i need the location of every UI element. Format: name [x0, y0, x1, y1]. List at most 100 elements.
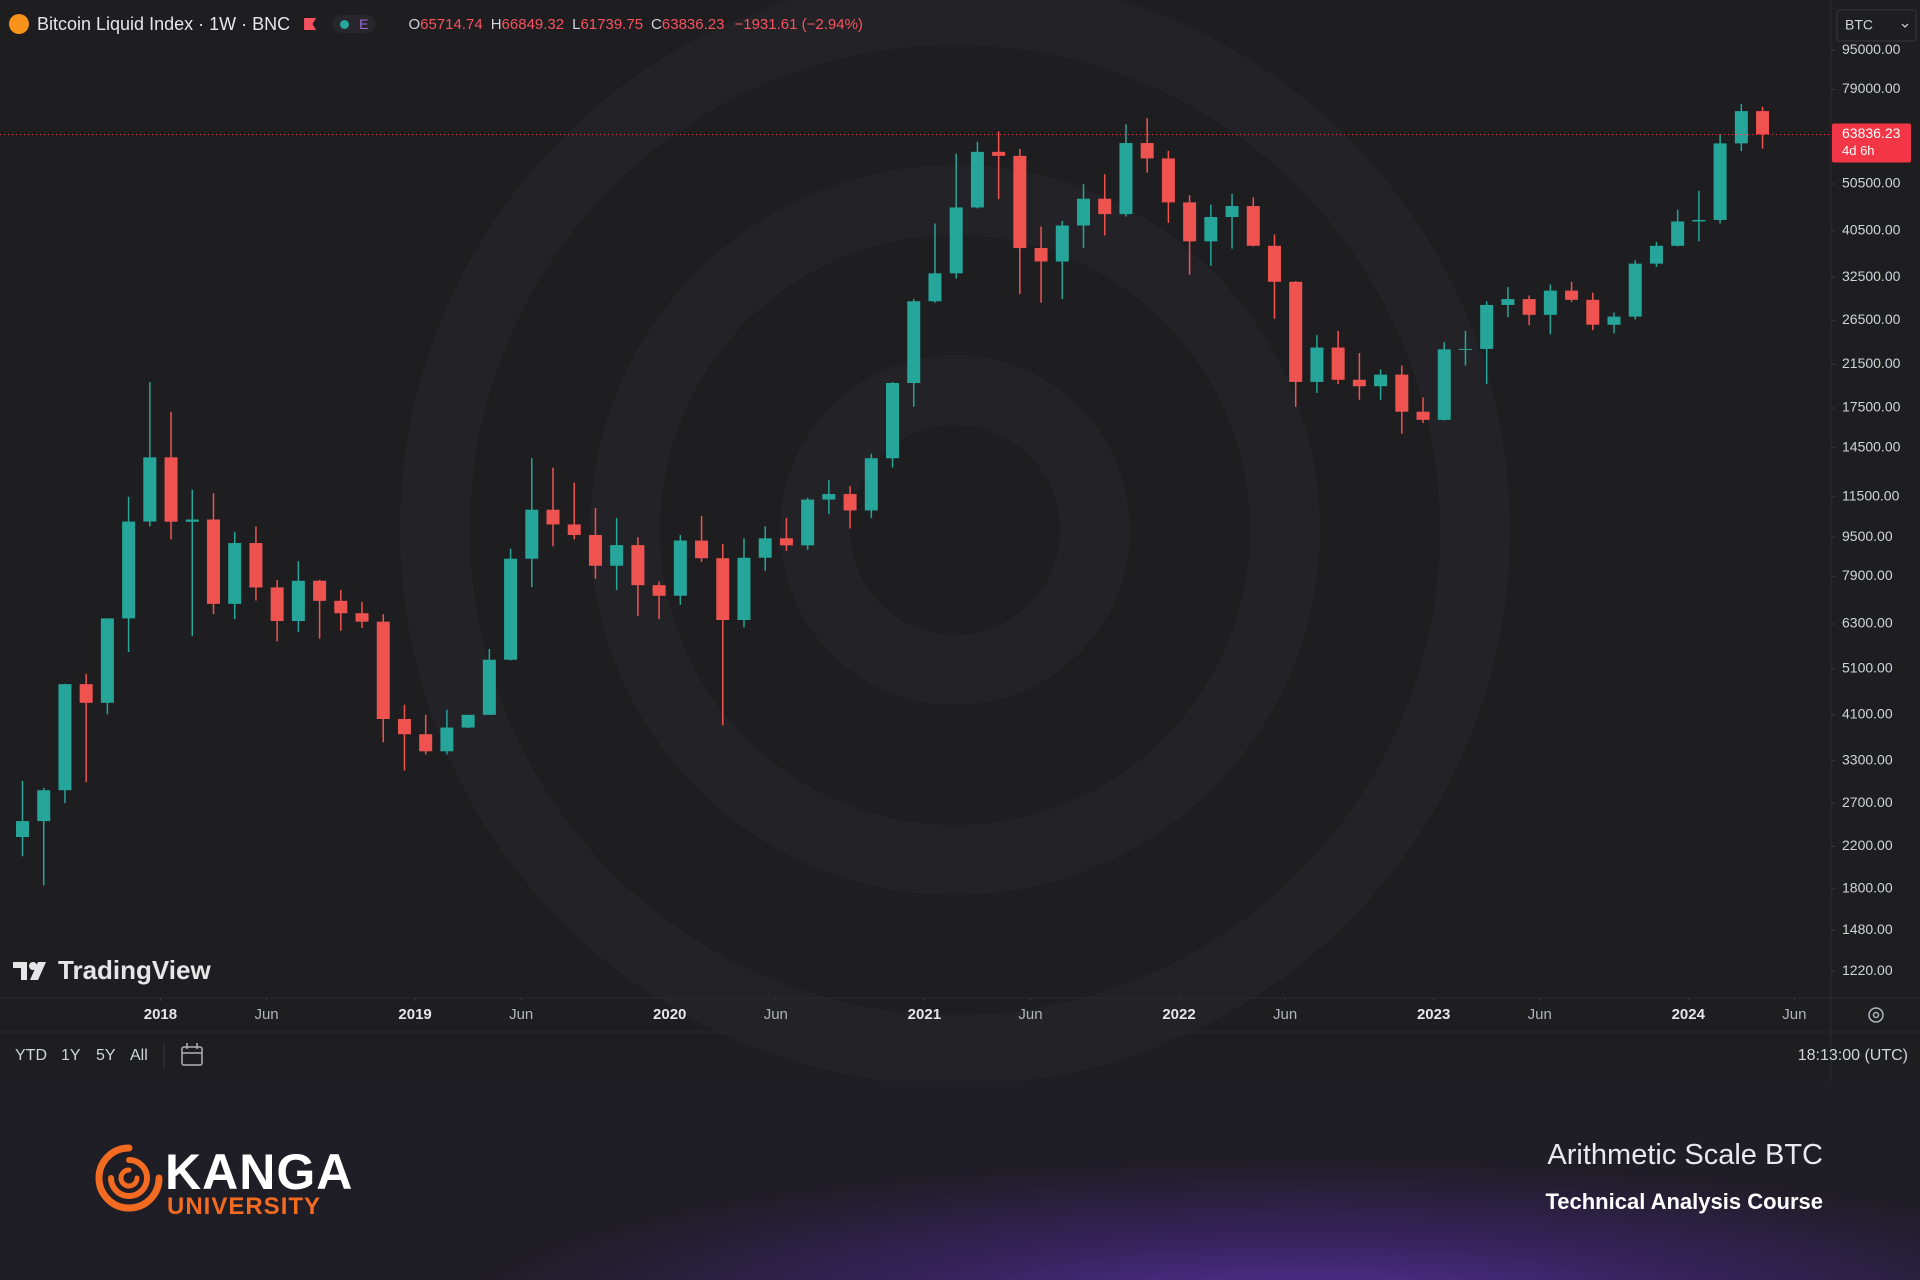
candle-body	[482, 659, 496, 715]
candle-body	[1671, 221, 1685, 246]
candle-body	[79, 684, 93, 703]
candle-body	[822, 494, 836, 500]
flag-icon[interactable]	[304, 18, 317, 30]
candle-body	[1034, 248, 1048, 262]
x-tick-label: 2022	[1162, 1006, 1195, 1023]
y-tick-label: 32500.00	[1842, 268, 1901, 284]
candle-body	[992, 151, 1006, 156]
candle-body	[397, 718, 411, 735]
x-tick-label: Jun	[509, 1006, 533, 1023]
axes: 95000.00 79000.00 50500.00 40500.00 32500.00…	[144, 41, 1911, 1023]
y-tick-label: 40500.00	[1842, 221, 1901, 237]
candle-body	[1501, 299, 1515, 305]
y-tick-label: 26500.00	[1842, 311, 1901, 327]
range-button[interactable]: All	[130, 1047, 148, 1064]
y-tick-label: 1480.00	[1842, 921, 1893, 937]
candle-body	[1310, 347, 1324, 382]
kanga-brand: KANGA	[165, 1144, 354, 1200]
banner-title: Arithmetic Scale BTC	[1547, 1139, 1823, 1171]
candle-body	[1586, 299, 1600, 325]
candle-body	[949, 207, 963, 274]
y-tick-label: 79000.00	[1842, 80, 1901, 96]
currency-select[interactable]: BTC	[1836, 9, 1917, 42]
candle-body	[970, 151, 984, 208]
kanga-logo-icon	[95, 1144, 163, 1212]
y-tick-label: 2200.00	[1842, 837, 1893, 853]
candle-body	[504, 558, 518, 660]
candles	[0, 103, 1831, 886]
candle-body	[1734, 111, 1748, 144]
candle-body	[1204, 217, 1218, 242]
candle-body	[1140, 143, 1154, 159]
candle-body	[1183, 202, 1197, 242]
status-badge: E	[359, 16, 369, 32]
candle-body	[525, 509, 539, 559]
range-button[interactable]: 1Y	[61, 1047, 81, 1064]
candle-body	[185, 519, 199, 522]
toolbar: YTD 1Y 5Y All 18:13:00 (UTC)	[15, 1043, 1908, 1068]
candle-body	[206, 519, 220, 604]
candle-body	[652, 585, 666, 596]
tradingview-logo: TradingView	[13, 955, 211, 985]
candle-body	[567, 524, 581, 535]
x-tick-label: 2020	[653, 1006, 686, 1023]
candle-body	[1246, 206, 1260, 246]
close-value: 63836.23	[661, 15, 725, 33]
y-tick-label: 6300.00	[1842, 615, 1893, 631]
y-tick-label: 1220.00	[1842, 962, 1893, 978]
close-label: C	[651, 15, 662, 33]
y-tick-label: 17500.00	[1842, 399, 1901, 415]
candle-body	[1077, 198, 1091, 226]
currency-label[interactable]: BTC	[1845, 17, 1873, 33]
change-value: −1931.61 (−2.94%)	[734, 15, 863, 33]
candle-body	[716, 558, 730, 621]
candle-body	[355, 613, 369, 622]
coin-icon	[9, 14, 29, 34]
kanga-subbrand: UNIVERSITY	[167, 1193, 322, 1220]
candle-body	[758, 538, 772, 558]
y-tick-label: 3300.00	[1842, 751, 1893, 767]
candle-body	[631, 545, 645, 586]
countdown-label: 4d 6h	[1842, 143, 1875, 158]
candle-body	[1013, 155, 1027, 249]
x-tick-label: Jun	[1018, 1006, 1042, 1023]
x-tick-label: 2024	[1672, 1006, 1706, 1023]
candle-body	[1607, 316, 1621, 325]
range-button[interactable]: 5Y	[96, 1047, 116, 1064]
candle-body	[1395, 374, 1409, 412]
candle-body	[1289, 281, 1303, 382]
date-range-button[interactable]	[181, 1043, 203, 1066]
candle-body	[737, 557, 751, 621]
y-tick-label: 5100.00	[1842, 659, 1893, 675]
candle-body	[1480, 304, 1494, 349]
candle-body	[249, 543, 263, 588]
low-label: L	[572, 15, 581, 33]
candle-body	[1437, 349, 1451, 420]
candle-body	[164, 457, 178, 522]
symbol-title: Bitcoin Liquid Index · 1W · BNC	[37, 13, 291, 34]
y-tick-label: 95000.00	[1842, 41, 1901, 57]
candle-body	[1692, 219, 1706, 222]
banner-subtitle: Technical Analysis Course	[1545, 1189, 1823, 1214]
chart-header: Bitcoin Liquid Index · 1W · BNC E O 6571…	[9, 11, 863, 37]
candle-body	[313, 580, 327, 601]
candle-body	[58, 684, 72, 791]
candle-body	[100, 618, 114, 703]
candle-body	[928, 273, 942, 302]
candle-body	[886, 383, 900, 459]
low-value: 61739.75	[580, 15, 644, 33]
y-tick-label: 50500.00	[1842, 175, 1901, 191]
x-tick-label: 2018	[144, 1006, 177, 1023]
candle-body	[1565, 290, 1579, 300]
candle-body	[1098, 198, 1112, 215]
x-tick-label: Jun	[1273, 1006, 1297, 1023]
high-value: 66849.32	[501, 15, 565, 33]
x-tick-label: 2021	[908, 1006, 941, 1023]
candle-body	[779, 538, 793, 546]
settings-button[interactable]	[1868, 1007, 1884, 1023]
x-tick-label: Jun	[1528, 1006, 1552, 1023]
candle-body	[37, 790, 51, 822]
range-button[interactable]: YTD	[15, 1047, 47, 1064]
candle-body	[907, 301, 921, 384]
chart-background	[0, 0, 1920, 1081]
